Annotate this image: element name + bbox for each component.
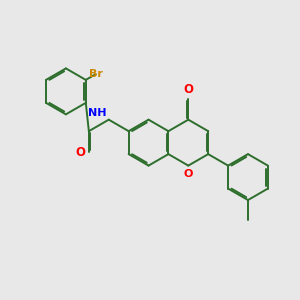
Text: O: O (184, 169, 193, 178)
Text: O: O (183, 83, 193, 96)
Text: O: O (75, 146, 85, 159)
Text: NH: NH (88, 108, 107, 118)
Text: Br: Br (89, 69, 103, 79)
